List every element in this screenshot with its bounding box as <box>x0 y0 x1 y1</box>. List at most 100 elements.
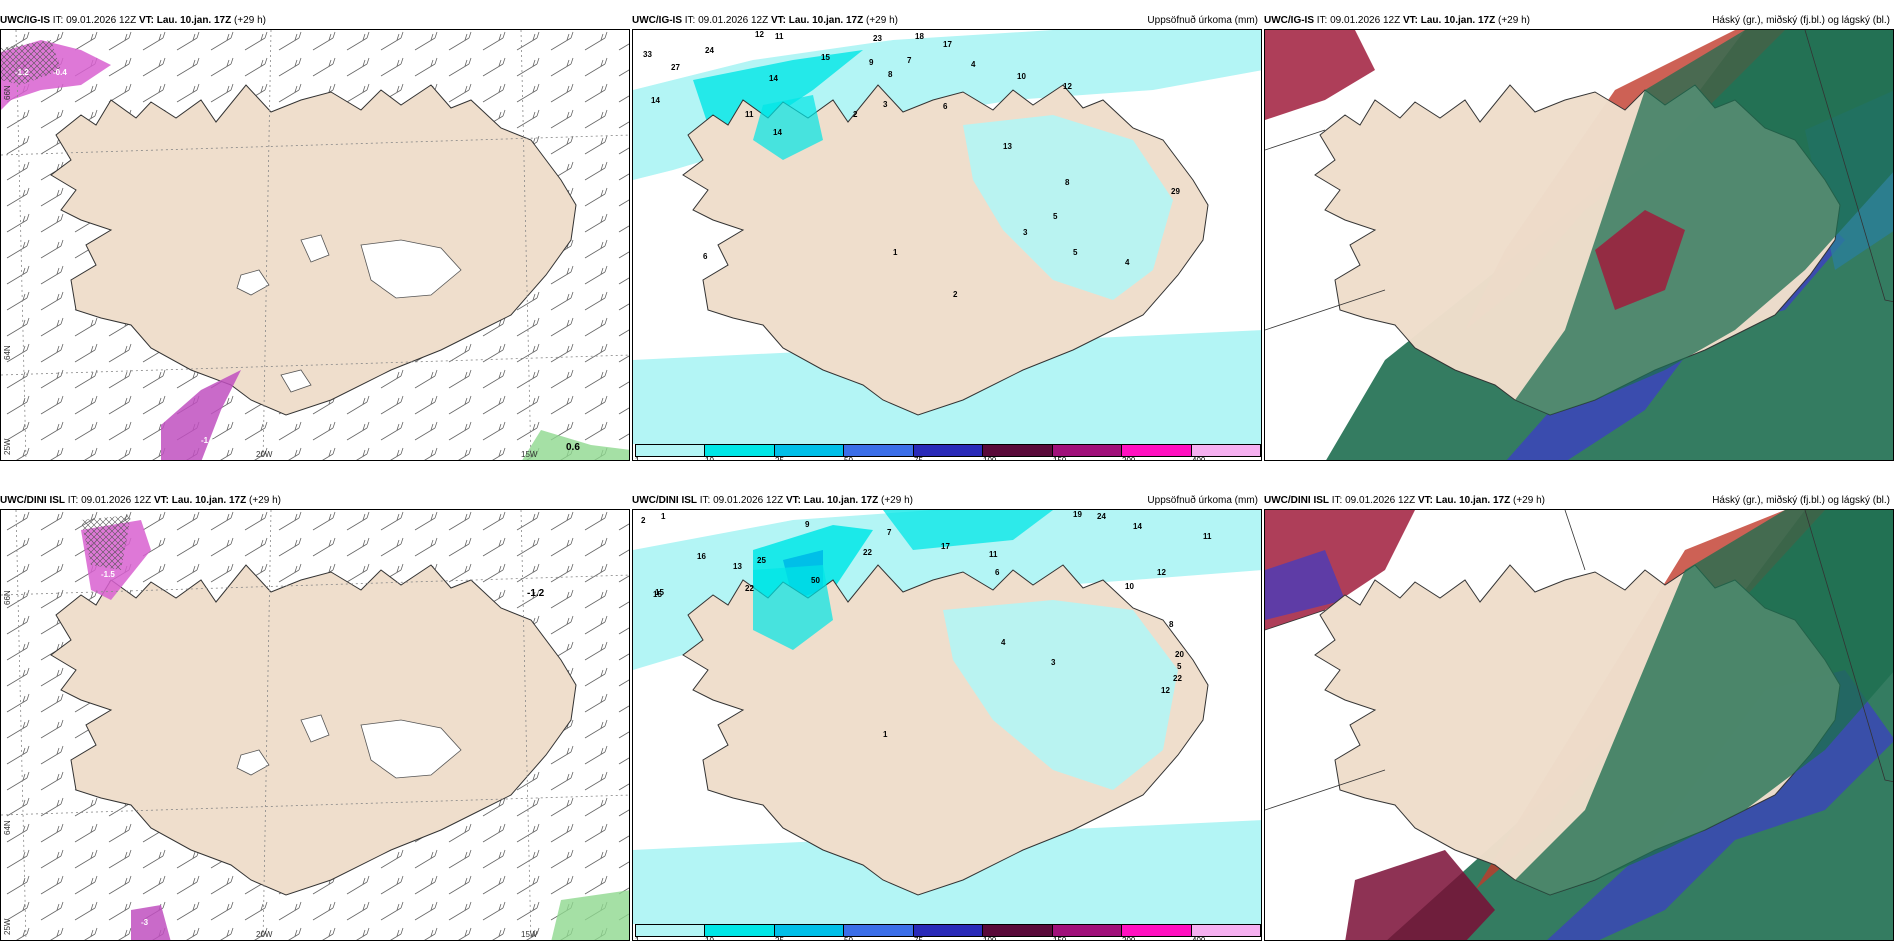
precip-value: 14 <box>769 74 778 83</box>
init-time: IT: 09.01.2026 12Z <box>52 15 137 26</box>
legend-tick: 75 <box>914 936 923 941</box>
legend-tick: 1 <box>635 936 640 941</box>
precip-value: 12 <box>1157 568 1166 577</box>
precip-value: 15 <box>653 590 662 599</box>
precip-map-canvas <box>633 510 1261 924</box>
precip-value: 6 <box>943 102 948 111</box>
legend-tick: 200 <box>1122 456 1136 461</box>
precip-value: 13 <box>1003 142 1012 151</box>
model-name: UWC/IG-IS <box>1264 15 1314 26</box>
precip-value: 1 <box>883 730 888 739</box>
legend-tick: 100 <box>983 456 997 461</box>
model-name: UWC/DINI ISL <box>0 495 65 506</box>
init-time: IT: 09.01.2026 12Z <box>1331 495 1416 506</box>
valid-time-label: VT: <box>785 495 801 506</box>
legend-swatch <box>636 445 706 456</box>
precip-value: 17 <box>943 40 952 49</box>
precip-value: 7 <box>907 56 912 65</box>
temp-contour-region <box>522 430 629 460</box>
precip-map[interactable]: 2 1 9 7 19 24 15 14 11 16 13 25 22 50 22… <box>632 509 1262 941</box>
valid-time-label: VT: <box>138 15 154 26</box>
wind-map[interactable]: 66N 64N 25W 20W 15W -1.2 -0.4 -1.5 0.6 <box>0 29 630 461</box>
precip-value: 12 <box>1063 82 1072 91</box>
panel-top-cloud: UWC/IG-IS IT: 09.01.2026 12Z VT: Lau. 10… <box>1264 13 1894 461</box>
temp-contour-region <box>161 370 241 460</box>
temperature-label: 0.6 <box>566 442 580 453</box>
low-cloud <box>1265 550 1345 620</box>
precip-value: 6 <box>995 568 1000 577</box>
legend-tick: 25 <box>775 936 784 941</box>
legend-swatch <box>1052 925 1123 936</box>
precip-value: 9 <box>805 520 810 529</box>
lon-label: 20W <box>256 450 273 459</box>
legend-swatch <box>913 445 984 456</box>
precip-value: 5 <box>1073 248 1078 257</box>
precip-value: 18 <box>915 32 924 41</box>
lon-gridline <box>15 30 532 460</box>
legend-tick: 1 <box>635 456 640 461</box>
glacier-small <box>236 269 270 296</box>
legend-swatch <box>1191 925 1260 936</box>
panel-header: UWC/DINI ISL IT: 09.01.2026 12Z VT: Lau.… <box>1264 493 1894 509</box>
valid-time: Lau. 10.jan. 17Z <box>1420 15 1496 26</box>
lat-gridline <box>1 574 629 816</box>
precip-legend: 1 10 25 50 75 100 150 200 400 <box>633 924 1261 941</box>
precip-value: 23 <box>873 34 882 43</box>
lead-time: (+29 h) <box>881 495 913 506</box>
legend-tick: 50 <box>844 936 853 941</box>
legend-tick: 100 <box>983 936 997 941</box>
legend-swatch <box>1191 445 1260 456</box>
cloud-map[interactable] <box>1264 509 1894 941</box>
precip-value: 10 <box>1125 582 1134 591</box>
precip-value: 5 <box>1053 212 1058 221</box>
wind-map[interactable]: 66N 64N 25W 20W 15W -1.2 -1.5 -3 <box>0 509 630 941</box>
legend-swatch <box>983 925 1053 936</box>
lead-time: (+29 h) <box>1498 15 1530 26</box>
field-title: Háský (gr.), miðský (fj.bl.) og lágský (… <box>1712 15 1890 26</box>
precip-area-heavy <box>753 95 823 160</box>
precip-value: 33 <box>643 50 652 59</box>
legend-swatch <box>636 925 706 936</box>
panel-header: UWC/IG-IS IT: 09.01.2026 12Z VT: Lau. 10… <box>632 13 1262 29</box>
precip-area-light <box>943 600 1178 790</box>
precip-value: 1 <box>661 512 666 521</box>
precip-value: 3 <box>1051 658 1056 667</box>
precip-value: 8 <box>1065 178 1070 187</box>
lat-label: 64N <box>3 820 12 835</box>
legend-swatch <box>1122 445 1192 456</box>
model-name: UWC/DINI ISL <box>1264 495 1329 506</box>
legend-colorbar <box>635 924 1261 937</box>
precip-value: 3 <box>883 100 888 109</box>
cloud-map[interactable] <box>1264 29 1894 461</box>
temp-contour-region <box>131 905 171 940</box>
lon-label: 25W <box>3 438 12 455</box>
precip-value: 27 <box>671 63 680 72</box>
mid-cloud <box>1345 850 1495 940</box>
legend-swatch <box>774 925 845 936</box>
temperature-label: -1.2 <box>15 68 29 77</box>
cloud-map-canvas <box>1265 510 1893 940</box>
precip-value: 7 <box>887 528 892 537</box>
model-name: UWC/DINI ISL <box>632 495 697 506</box>
valid-time-label: VT: <box>1417 495 1433 506</box>
model-name: UWC/IG-IS <box>632 15 682 26</box>
lon-label: 15W <box>521 450 538 459</box>
precip-value: 25 <box>757 556 766 565</box>
precip-value: 22 <box>863 548 872 557</box>
valid-time: Lau. 10.jan. 17Z <box>156 15 232 26</box>
glacier-small <box>236 749 270 776</box>
precip-map[interactable]: 33 24 27 14 12 11 23 18 17 15 9 7 8 4 10… <box>632 29 1262 461</box>
lat-label: 66N <box>3 85 12 100</box>
lon-label: 15W <box>521 930 538 939</box>
precip-value: 4 <box>1125 258 1130 267</box>
precip-value: 14 <box>1133 522 1142 531</box>
precip-value: 29 <box>1171 187 1180 196</box>
glacier-vatnajokull <box>360 239 462 299</box>
valid-time-label: VT: <box>770 15 786 26</box>
mid-cloud <box>1265 30 1375 120</box>
legend-swatch <box>774 445 845 456</box>
panel-top-wind: UWC/IG-IS IT: 09.01.2026 12Z VT: Lau. 10… <box>0 13 630 461</box>
precip-value: 14 <box>651 96 660 105</box>
high-cloud <box>1515 30 1893 415</box>
glacier-small <box>280 369 312 393</box>
